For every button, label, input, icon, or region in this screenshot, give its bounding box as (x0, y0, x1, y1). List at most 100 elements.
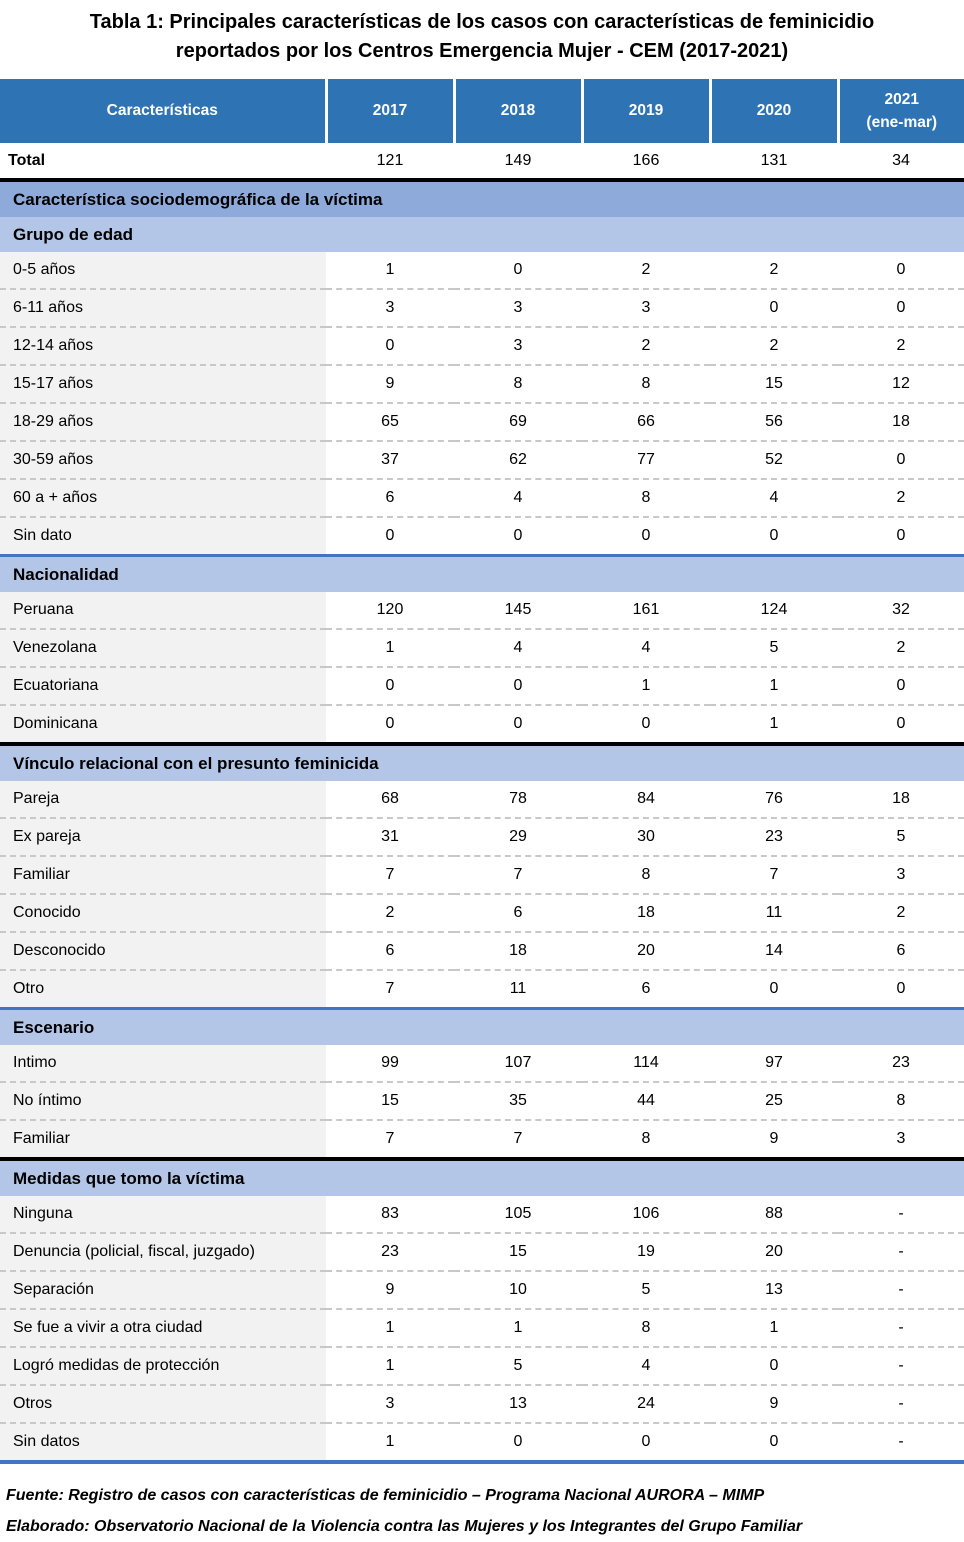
value-cell: 0 (454, 1423, 582, 1462)
table-row: 12-14 años 0 3 2 2 2 (0, 327, 964, 366)
table-row: Separación 9 10 5 13- (0, 1271, 964, 1310)
value-cell: 62 (454, 441, 582, 480)
table-row: Otro 7 11 6 0 0 (0, 970, 964, 1009)
value-cell: 8 (838, 1082, 964, 1121)
section-row: Escenario (0, 1007, 964, 1045)
value-cell: 1 (326, 1309, 454, 1348)
header-row: Características 2017 2018 2019 2020 2021 (ene… (0, 79, 964, 143)
row-label-cell: 60 a + años (0, 479, 326, 518)
value-cell: 106 (582, 1196, 710, 1234)
value-cell: 0 (454, 517, 582, 556)
value-cell: 3 (582, 289, 710, 328)
value-cell: 0 (838, 667, 964, 706)
value-cell: 2 (838, 479, 964, 518)
row-label-cell: Se fue a vivir a otra ciudad (0, 1309, 326, 1348)
value-cell: 124 (710, 592, 838, 630)
row-label-cell: 15-17 años (0, 365, 326, 404)
row-label-cell: Venezolana (0, 629, 326, 668)
value-cell: 88 (710, 1196, 838, 1234)
value-cell: 0 (838, 441, 964, 480)
value-cell: 99 (326, 1045, 454, 1083)
value-cell: 0 (326, 705, 454, 744)
value-cell: 6 (326, 479, 454, 518)
section-heading: Medidas que tomo la víctima (0, 1157, 964, 1196)
section-row: Medidas que tomo la víctima (0, 1157, 964, 1196)
value-cell: 131 (710, 143, 838, 180)
table-row: 18-29 años 65 69 66 56 18 (0, 403, 964, 442)
section-row: Característica sociodemográfica de la ví… (0, 178, 964, 217)
value-cell: 18 (838, 403, 964, 442)
value-cell: 34 (838, 143, 964, 180)
value-cell: 0 (710, 1423, 838, 1462)
value-cell: 161 (582, 592, 710, 630)
table-row: Sin dato 0 0 0 0 0 (0, 517, 964, 556)
value-cell: 107 (454, 1045, 582, 1083)
value-cell: 0 (454, 667, 582, 706)
value-cell: 9 (326, 365, 454, 404)
column-header-year: 2018 (452, 79, 582, 143)
value-cell: 2 (582, 252, 710, 290)
value-cell: 0 (710, 1347, 838, 1386)
value-cell: 84 (582, 781, 710, 819)
value-cell: 4 (582, 1347, 710, 1386)
value-cell: 7 (710, 856, 838, 895)
value-cell: 2 (582, 327, 710, 366)
value-cell: 0 (710, 289, 838, 328)
value-cell: 20 (710, 1233, 838, 1272)
column-header-year: 2021 (ene-mar) (836, 79, 964, 143)
row-label-cell: Ex pareja (0, 818, 326, 857)
value-cell: 5 (838, 818, 964, 857)
row-label-cell: Conocido (0, 894, 326, 933)
value-cell: 65 (326, 403, 454, 442)
value-cell: 15 (454, 1233, 582, 1272)
value-cell: 9 (710, 1120, 838, 1159)
value-cell: 9 (326, 1271, 454, 1310)
value-cell: 0 (838, 289, 964, 328)
value-cell: 8 (454, 365, 582, 404)
row-label-cell: 0-5 años (0, 252, 326, 290)
value-cell: 5 (582, 1271, 710, 1310)
table-row: 15-17 años 9 8 8 15 12 (0, 365, 964, 404)
value-cell: 7 (326, 1120, 454, 1159)
row-label-cell: Pareja (0, 781, 326, 819)
table-row: Otros 3 13 24 9- (0, 1385, 964, 1424)
value-cell: 166 (582, 143, 710, 180)
section-heading: Vínculo relacional con el presunto femin… (0, 742, 964, 781)
value-cell: 15 (710, 365, 838, 404)
row-label-cell: Total (0, 143, 326, 180)
value-cell: 2 (838, 894, 964, 933)
value-cell: 3 (838, 1120, 964, 1159)
value-cell: - (838, 1233, 964, 1272)
value-cell: 69 (454, 403, 582, 442)
value-cell: 0 (838, 252, 964, 290)
section-heading: Grupo de edad (0, 217, 964, 252)
value-cell: 56 (710, 403, 838, 442)
row-label-cell: Dominicana (0, 705, 326, 744)
value-cell: 78 (454, 781, 582, 819)
value-cell: 4 (710, 479, 838, 518)
column-header-year: 2019 (580, 79, 710, 143)
row-label-cell: Separación (0, 1271, 326, 1310)
value-cell: 18 (838, 781, 964, 819)
value-cell: 30 (582, 818, 710, 857)
value-cell: 25 (710, 1082, 838, 1121)
data-table: Características 2017 2018 2019 2020 2021 (ene… (0, 79, 964, 1464)
column-header-year: 2017 (324, 79, 454, 143)
value-cell: 23 (710, 818, 838, 857)
value-cell: 1 (326, 252, 454, 290)
row-label-cell: 18-29 años (0, 403, 326, 442)
value-cell: 4 (582, 629, 710, 668)
table-row: Familiar 7 7 8 7 3 (0, 856, 964, 895)
value-cell: 6 (838, 932, 964, 971)
value-cell: 15 (326, 1082, 454, 1121)
footer: Fuente: Registro de casos con caracterís… (0, 1480, 964, 1542)
value-cell: - (838, 1196, 964, 1234)
value-cell: 68 (326, 781, 454, 819)
value-cell: 76 (710, 781, 838, 819)
value-cell: 0 (710, 970, 838, 1009)
column-header-caracteristicas: Características (0, 79, 326, 143)
value-cell: 6 (454, 894, 582, 933)
table-row: Conocido 2 6 18 11 2 (0, 894, 964, 933)
section-row: Grupo de edad (0, 217, 964, 252)
value-cell: 7 (454, 856, 582, 895)
